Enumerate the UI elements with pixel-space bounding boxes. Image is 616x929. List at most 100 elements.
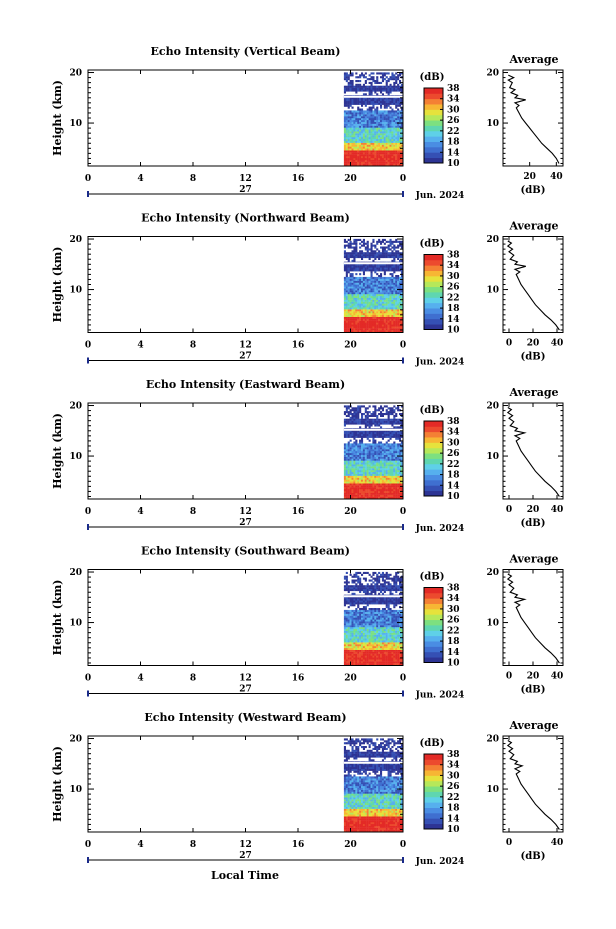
heatmap-cell [366, 87, 369, 90]
heatmap-cell [364, 625, 367, 628]
heatmap-cell [393, 451, 396, 454]
heatmap-cell [361, 305, 364, 308]
heatmap-cell [351, 456, 354, 459]
heatmap-cell [362, 276, 365, 279]
heatmap-cell [385, 114, 388, 117]
heatmap-cell [357, 489, 360, 492]
heatmap-cell [361, 280, 364, 283]
heatmap-cell [376, 496, 379, 499]
heatmap-cell [391, 407, 394, 410]
colorbar-swatch [424, 442, 443, 449]
heatmap-cell [391, 163, 394, 166]
heatmap-cell [378, 424, 381, 427]
data-gap [343, 95, 403, 98]
heatmap-cell [359, 83, 362, 86]
heatmap-cell [380, 407, 383, 410]
heatmap-cell [387, 485, 390, 488]
heatmap-cell [366, 627, 369, 630]
heatmap-cell [368, 663, 371, 666]
colorbar-frame [423, 87, 444, 164]
heatmap-cell [347, 411, 350, 414]
heatmap-cell [381, 443, 384, 446]
heatmap-cell [389, 492, 392, 495]
heatmap-cell [345, 244, 348, 247]
heatmap-cell [355, 589, 358, 592]
heatmap-cell [389, 452, 392, 455]
heatmap-cell [364, 129, 367, 132]
heatmap-cell [391, 254, 394, 257]
heatmap-cell [400, 267, 403, 270]
heatmap-cell [383, 148, 386, 151]
heatmap-cell [370, 305, 373, 308]
heatmap-cell [343, 456, 346, 459]
heatmap-cell [345, 496, 348, 499]
heatmap-cell [397, 280, 400, 283]
heatmap-cell [357, 577, 360, 580]
heatmap-cell [372, 137, 375, 140]
heatmap-cell [389, 161, 392, 164]
heatmap-cell [370, 89, 373, 92]
heatmap-cell [357, 102, 360, 105]
heatmap-cell [349, 611, 352, 614]
heatmap-cell [385, 470, 388, 473]
heatmap-cell [391, 324, 394, 327]
heatmap-cell [378, 89, 381, 92]
heatmap-cell [357, 326, 360, 329]
heatmap-cell [353, 311, 356, 314]
colorbar-tick-label: 14 [447, 481, 460, 491]
heatmap-cell [345, 131, 348, 134]
heatmap-cell [357, 432, 360, 435]
heatmap-cell [345, 116, 348, 119]
heatmap-cell [385, 490, 388, 493]
heatmap-cell [347, 254, 350, 257]
heatmap-cell [397, 127, 400, 130]
heatmap-cell [359, 596, 362, 599]
heatmap-cell [361, 632, 364, 635]
heatmap-cell [349, 628, 352, 631]
heatmap-cell [374, 413, 377, 416]
heatmap-cell [368, 657, 371, 660]
heatmap-cell [355, 646, 358, 649]
heatmap-cell [345, 575, 348, 578]
heatmap-cell [376, 462, 379, 465]
y-axis-label: Height (km) [51, 413, 64, 489]
heatmap-cell [370, 309, 373, 312]
heatmap-cell [347, 316, 350, 319]
heatmap-cell [380, 123, 383, 126]
heatmap-cell [368, 106, 371, 109]
heatmap-cell [362, 632, 365, 635]
heatmap-cell [347, 468, 350, 471]
heatmap-cell [385, 326, 388, 329]
heatmap-cell [376, 97, 379, 100]
heatmap-cell [395, 152, 398, 155]
heatmap-cell [355, 490, 358, 493]
heatmap-cell [343, 76, 346, 79]
heatmap-cell [381, 496, 384, 499]
heatmap-cell [349, 305, 352, 308]
heatmap-cell [380, 470, 383, 473]
heatmap-cell [351, 632, 354, 635]
average-title: Average [508, 53, 558, 66]
heatmap-cell [380, 481, 383, 484]
heatmap-cell [380, 144, 383, 147]
heatmap-cell [368, 414, 371, 417]
heatmap-cell [351, 485, 354, 488]
heatmap-cell [359, 127, 362, 130]
heatmap-cell [385, 148, 388, 151]
heatmap-cell [368, 303, 371, 306]
heatmap-cell [370, 276, 373, 279]
heatmap-cell [397, 313, 400, 316]
heatmap-cell [395, 330, 398, 333]
heatmap-cell [389, 163, 392, 166]
heatmap-cell [359, 611, 362, 614]
heatmap-cell [380, 303, 383, 306]
heatmap-cell [362, 85, 365, 88]
heatmap-cell [345, 294, 348, 297]
heatmap-cell [347, 133, 350, 136]
heatmap-cell [362, 282, 365, 285]
heatmap-cell [362, 125, 365, 128]
heatmap-cell [399, 489, 402, 492]
heatmap-cell [374, 330, 377, 333]
heatmap-cell [378, 280, 381, 283]
heatmap-cell [397, 267, 400, 270]
